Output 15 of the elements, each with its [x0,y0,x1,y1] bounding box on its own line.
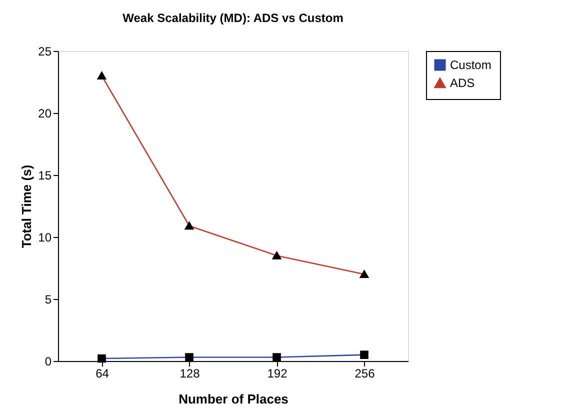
y-tick-label: 10 [38,230,52,244]
y-tick-label: 20 [38,106,52,120]
y-axis-title: Total Time (s) [19,164,34,248]
x-tick-label: 128 [180,366,200,380]
y-tick-label: 5 [44,292,52,306]
y-tick-label: 25 [38,44,52,58]
x-tick-label: 192 [267,366,288,380]
legend-label: ADS [450,76,475,90]
x-tick-label: 64 [96,366,110,380]
x-axis-title: Number of Places [178,392,288,406]
y-tick-label: 0 [44,354,52,368]
chart-title: Weak Scalability (MD): ADS vs Custom [122,11,344,25]
x-tick-label: 256 [354,366,376,380]
y-tick-label: 15 [38,168,52,182]
legend-label: Custom [450,58,492,72]
